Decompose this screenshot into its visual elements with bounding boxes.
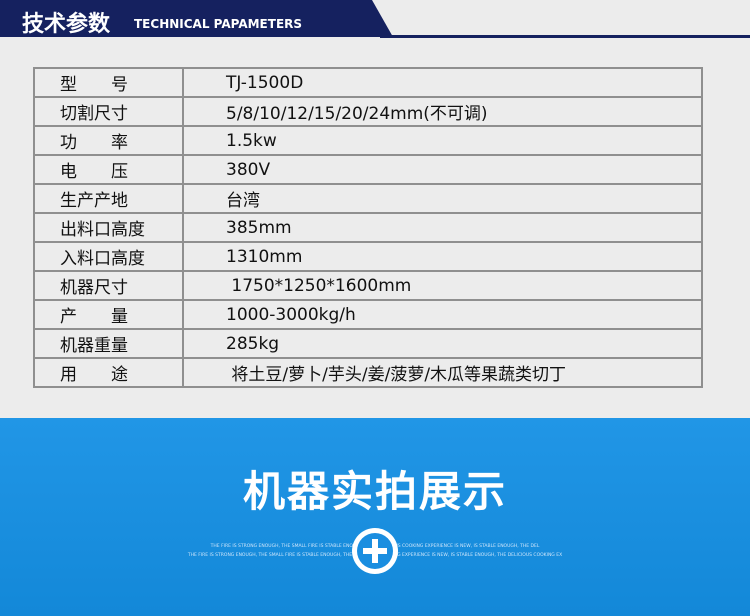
spec-row: 用 途 将土豆/萝卜/芋头/姜/菠萝/木瓜等果蔬类切丁 [33, 357, 703, 388]
spec-row: 产 量 1000-3000kg/h [33, 299, 703, 330]
spec-label: 用 途 [33, 357, 184, 388]
spec-table: 型 号 TJ-1500D 切割尺寸 5/8/10/12/15/20/24mm(不可调)… [33, 67, 703, 388]
spec-value: 1000-3000kg/h [182, 299, 703, 330]
spec-label: 入料口高度 [33, 241, 184, 272]
spec-label: 电 压 [33, 154, 184, 185]
spec-label: 功 率 [33, 125, 184, 156]
spec-row: 机器尺寸 1750*1250*1600mm [33, 270, 703, 301]
spec-label: 产 量 [33, 299, 184, 330]
plus-icon [352, 528, 398, 574]
banner: 机器实拍展示 THE FIRE IS STRONG ENOUGH, THE SM… [0, 418, 750, 616]
header-band [0, 0, 750, 38]
spec-value: 1750*1250*1600mm [182, 270, 703, 301]
spec-row: 切割尺寸 5/8/10/12/15/20/24mm(不可调) [33, 96, 703, 127]
spec-row: 功 率 1.5kw [33, 125, 703, 156]
header-title: 技术参数 [22, 12, 111, 37]
spec-value: 5/8/10/12/15/20/24mm(不可调) [182, 96, 703, 127]
spec-label: 生产产地 [33, 183, 184, 214]
spec-value: TJ-1500D [182, 67, 703, 98]
spec-row: 电 压 380V [33, 154, 703, 185]
banner-title: 机器实拍展示 [242, 467, 507, 516]
spec-label: 切割尺寸 [33, 96, 184, 127]
spec-value: 台湾 [182, 183, 703, 214]
spec-value: 1.5kw [182, 125, 703, 156]
spec-row: 机器重量 285kg [33, 328, 703, 359]
spec-row: 生产产地 台湾 [33, 183, 703, 214]
spec-value: 285kg [182, 328, 703, 359]
spec-row: 出料口高度 385mm [33, 212, 703, 243]
spec-label: 机器尺寸 [33, 270, 184, 301]
spec-value: 将土豆/萝卜/芋头/姜/菠萝/木瓜等果蔬类切丁 [182, 357, 703, 388]
spec-label: 出料口高度 [33, 212, 184, 243]
spec-value: 380V [182, 154, 703, 185]
header-subtitle: TECHNICAL PAPAMETERS [134, 17, 303, 31]
spec-row: 入料口高度 1310mm [33, 241, 703, 272]
spec-label: 机器重量 [33, 328, 184, 359]
spec-label: 型 号 [33, 67, 184, 98]
spec-row: 型 号 TJ-1500D [33, 67, 703, 98]
spec-value: 1310mm [182, 241, 703, 272]
spec-value: 385mm [182, 212, 703, 243]
